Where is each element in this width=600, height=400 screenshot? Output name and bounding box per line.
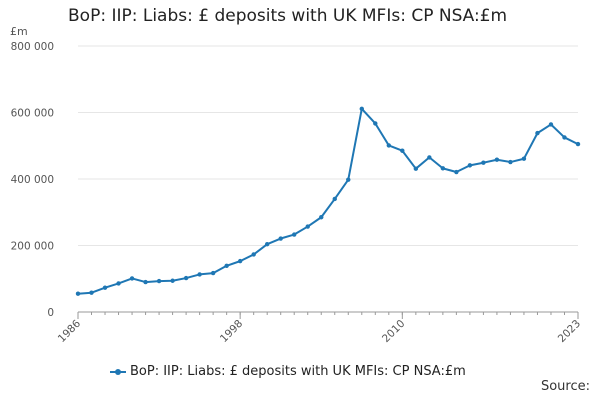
data-point <box>102 285 108 290</box>
data-point <box>319 215 324 220</box>
series-layer <box>75 106 581 296</box>
data-point <box>210 270 216 276</box>
data-point <box>237 258 243 264</box>
data-point <box>562 135 567 140</box>
y-tick-label: 400 000 <box>11 174 54 186</box>
data-point <box>548 122 554 127</box>
axes: 0 200 000 400 000 600 000 800 000 1986 1998 201… <box>11 41 584 345</box>
data-point <box>89 290 94 295</box>
data-point <box>183 275 189 281</box>
y-tick-label: 0 <box>47 307 54 319</box>
y-tick-label: 200 000 <box>11 241 54 253</box>
data-point <box>156 278 162 284</box>
data-point <box>427 155 432 160</box>
data-point <box>535 130 540 136</box>
data-point <box>521 156 527 161</box>
legend-swatch-dot <box>115 368 121 375</box>
x-tick-label: 2023 <box>556 318 583 345</box>
series-line <box>77 107 579 295</box>
data-point <box>264 241 270 247</box>
source-label: Source: <box>540 379 590 394</box>
legend: BoP: IIP: Liabs: £ deposits with UK MFIs… <box>110 364 466 379</box>
y-tick-label: 800 000 <box>11 41 54 53</box>
data-point <box>508 159 513 165</box>
x-tick-label: 2010 <box>380 318 407 345</box>
data-point <box>359 106 364 112</box>
data-point <box>129 276 135 281</box>
x-tick-label: 1986 <box>56 317 84 345</box>
x-tick-label: 1998 <box>218 318 245 345</box>
legend-label: BoP: IIP: Liabs: £ deposits with UK MFIs… <box>130 364 466 379</box>
legend-swatch <box>110 367 126 377</box>
data-point <box>346 177 351 182</box>
data-point <box>454 169 459 175</box>
data-point <box>373 121 378 126</box>
data-point <box>224 263 229 268</box>
y-axis-unit-label: £m <box>10 25 28 38</box>
gridlines <box>78 45 578 246</box>
data-point <box>197 272 202 277</box>
data-point <box>386 143 392 148</box>
data-point <box>292 232 297 237</box>
data-point <box>332 196 337 202</box>
data-point <box>494 157 500 162</box>
data-point <box>400 148 405 153</box>
data-point <box>305 224 310 229</box>
y-tick-label: 600 000 <box>11 108 54 120</box>
data-point <box>75 291 81 296</box>
chart-title: BoP: IIP: Liabs: £ deposits with UK MFIs… <box>68 6 508 26</box>
data-point <box>575 141 581 147</box>
data-point <box>251 252 256 257</box>
data-point <box>467 163 473 168</box>
data-point <box>413 166 419 171</box>
data-point <box>481 160 486 165</box>
data-point <box>116 281 121 286</box>
data-point <box>278 236 283 241</box>
data-point <box>170 278 175 283</box>
data-point <box>143 279 148 285</box>
data-point <box>440 166 446 171</box>
